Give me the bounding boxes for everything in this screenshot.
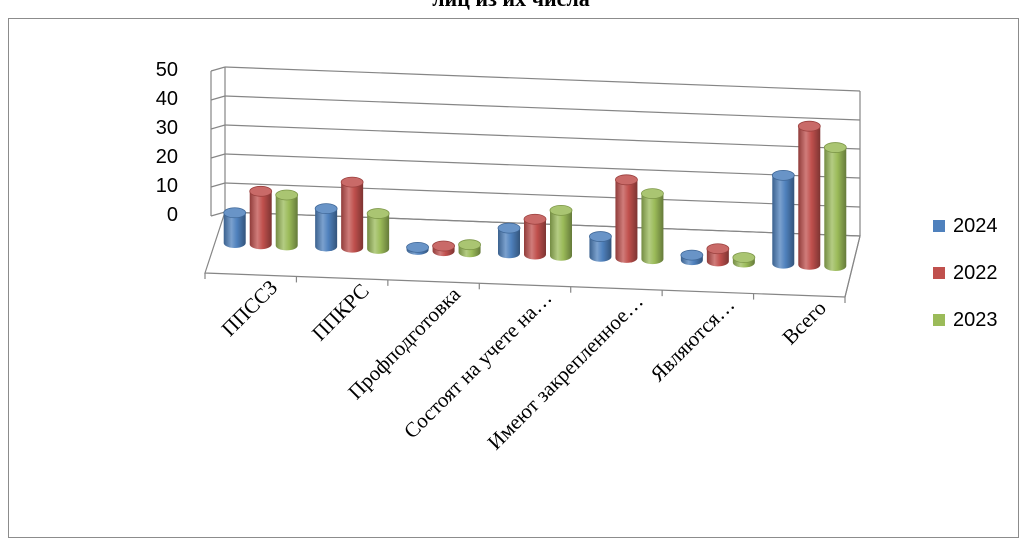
bar-top [497,222,521,234]
bar-2024-4 [589,231,612,262]
bar-top [366,208,390,219]
side-wall-line [210,95,226,101]
legend-swatch [933,314,945,326]
bar-2022-3 [523,213,547,260]
bar-2024-5 [680,249,704,266]
bar-2024-0 [223,207,247,249]
gridline [224,182,861,208]
x-tick-label: Имеют закрепленное… [483,289,648,454]
y-tick-label: 20 [156,146,178,168]
y-tick-label: 50 [156,59,178,81]
legend-label: 2022 [953,262,998,284]
bar-body [615,179,638,263]
gridline [224,66,861,92]
bar-2022-5 [706,243,730,267]
bar-top [523,213,547,225]
bar-top [732,252,756,263]
bar-body [641,193,664,265]
legend-swatch [933,267,945,279]
bar-body [824,147,847,271]
gridline [224,95,861,121]
bar-top [797,120,821,132]
bar-top [589,231,612,242]
bar-2022-0 [249,185,273,250]
bar-body [367,213,390,254]
bar-body [798,126,821,270]
bar-top [641,188,664,200]
bar-2022-6 [797,120,821,270]
bar-top [823,142,847,153]
bar-top [223,207,247,219]
y-tick-label: 40 [156,88,178,110]
legend: 2024 2022 2023 [933,215,998,331]
bar-top [406,241,429,253]
bar-body [524,219,546,260]
chart-walls [204,66,861,303]
gridline [224,153,861,179]
bar-body [223,212,246,249]
bar-top [340,176,364,188]
side-wall-line [210,124,226,130]
bar-2022-4 [615,174,638,263]
bar-2024-1 [314,203,338,252]
bar-2023-4 [641,188,664,265]
bar-2023-6 [823,142,847,271]
y-tick-label: 10 [156,175,178,197]
bar-2024-2 [406,241,429,255]
bar-body [249,191,272,250]
bar-top [432,240,455,252]
bar-body [772,175,795,269]
bar-top [615,174,638,186]
bar-body [589,236,612,262]
bar-top [771,169,795,181]
side-wall-line [210,211,226,217]
bar-2023-3 [549,204,573,261]
bar-body [550,210,572,261]
x-tick-label: Являются… [646,292,740,386]
y-tick-label: 30 [156,117,178,139]
x-tick-label: Всего [777,296,830,349]
chart-bars [223,120,847,271]
side-wall-line [210,66,226,72]
y-tick-label: 0 [167,204,178,226]
bar-2024-3 [497,222,521,259]
bar-top [680,249,704,261]
bar-body [498,228,520,259]
bar-2022-2 [432,240,455,257]
bar-top [275,189,299,201]
chart-title-fragment: лиц из их числа [0,0,1022,12]
bar-2022-1 [340,176,364,253]
side-wall-line [210,182,226,188]
floor-right-edge [844,235,861,298]
bar-2023-1 [366,208,390,254]
bar-top [458,239,481,251]
gridline [224,124,861,150]
bar-top [249,185,273,197]
side-wall-line [210,153,226,159]
x-tick-label: ППССЗ [217,275,283,341]
legend-label: 2024 [953,215,998,237]
bar-body [341,182,364,253]
bar-body [275,195,298,251]
bar-2023-0 [275,189,299,251]
bar-top [314,203,338,215]
x-tick-label: ППКРС [307,279,374,346]
bar-2024-6 [771,169,795,269]
bar-top [549,204,573,216]
bar-2023-2 [458,239,481,258]
bar-body [315,208,338,252]
bar-top [706,243,730,255]
bar-2023-5 [732,252,756,268]
legend-label: 2023 [953,309,998,331]
legend-swatch [933,220,945,232]
